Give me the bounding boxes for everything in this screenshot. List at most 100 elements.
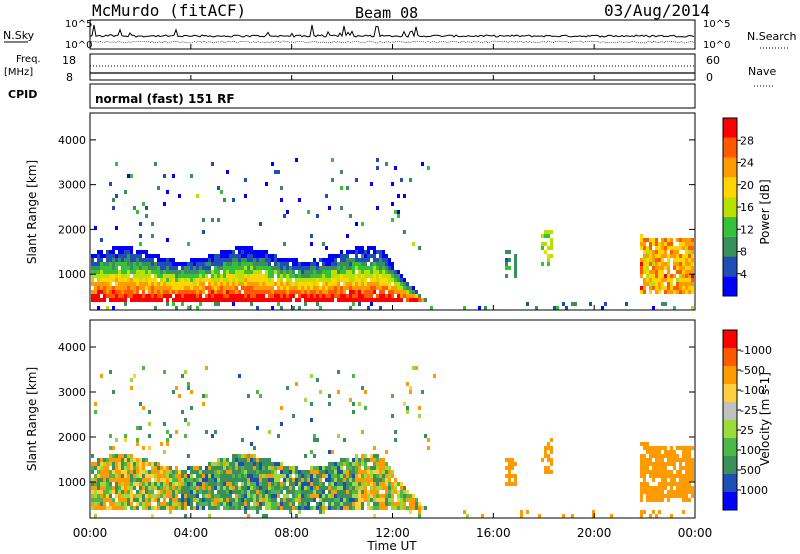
power-cell <box>169 278 172 282</box>
power-cell <box>310 242 313 246</box>
power-cell <box>307 262 310 266</box>
power-cell <box>193 278 196 282</box>
velocity-cell <box>205 494 208 498</box>
velocity-cell <box>268 474 271 478</box>
power-cell <box>322 274 325 278</box>
velocity-cell <box>187 422 190 426</box>
velocity-cell <box>301 470 304 474</box>
velocity-cell <box>316 482 319 486</box>
power-cell <box>265 270 268 274</box>
power-cell <box>109 294 112 298</box>
power-cell <box>655 262 658 266</box>
velocity-cell <box>325 486 328 490</box>
power-cell <box>316 266 319 270</box>
velocity-cell <box>334 478 337 482</box>
power-cell <box>346 262 349 266</box>
power-cell <box>271 282 274 286</box>
velocity-cell <box>508 458 511 462</box>
power-cell <box>172 266 175 270</box>
velocity-cell <box>220 494 223 498</box>
velocity-cell <box>91 506 94 510</box>
power-cell <box>121 298 124 302</box>
velocity-cell <box>226 462 229 466</box>
velocity-cell <box>667 450 670 454</box>
velocity-cell <box>169 502 172 506</box>
power-cell <box>202 278 205 282</box>
power-cell <box>304 294 307 298</box>
power-cell <box>370 290 373 294</box>
velocity-cell <box>391 482 394 486</box>
velocity-cell <box>148 478 151 482</box>
velocity-cell <box>115 470 118 474</box>
power-cell <box>310 234 313 238</box>
power-cell <box>670 282 673 286</box>
velocity-cell <box>166 502 169 506</box>
velocity-cell <box>220 502 223 506</box>
power-cell <box>649 274 652 278</box>
velocity-cell <box>232 474 235 478</box>
power-cell <box>226 282 229 286</box>
velocity-cell <box>640 494 643 498</box>
power-cell <box>361 222 364 226</box>
nave-tick-low: 0 <box>706 71 713 84</box>
velocity-cell <box>379 474 382 478</box>
power-cell <box>220 266 223 270</box>
power-cell <box>355 178 358 182</box>
power-cell <box>103 262 106 266</box>
velocity-cell <box>313 478 316 482</box>
power-cell <box>112 294 115 298</box>
power-cell <box>115 282 118 286</box>
velocity-cell <box>175 478 178 482</box>
power-cell <box>265 274 268 278</box>
power-cell <box>301 270 304 274</box>
power-cell <box>661 254 664 258</box>
power-cell <box>217 282 220 286</box>
power-cell <box>664 262 667 266</box>
velocity-cell <box>334 474 337 478</box>
power-cell <box>268 262 271 266</box>
power-cell <box>286 282 289 286</box>
power-cell <box>127 258 130 262</box>
power-cell <box>148 278 151 282</box>
velocity-cell <box>247 502 250 506</box>
power-cell <box>145 262 148 266</box>
velocity-cell <box>190 494 193 498</box>
power-cell <box>676 282 679 286</box>
power-cell <box>295 286 298 290</box>
velocity-cell <box>169 466 172 470</box>
power-cell <box>217 286 220 290</box>
power-cell <box>286 262 289 266</box>
power-cell <box>106 262 109 266</box>
velocity-cell <box>346 470 349 474</box>
power-cell <box>157 286 160 290</box>
power-cell <box>157 186 160 190</box>
power-cell <box>115 278 118 282</box>
power-cell <box>133 290 136 294</box>
velocity-cell <box>130 462 133 466</box>
velocity-cell <box>514 462 517 466</box>
power-cell <box>346 282 349 286</box>
velocity-cell <box>253 502 256 506</box>
velocity-cell <box>268 466 271 470</box>
power-cell <box>691 306 694 310</box>
velocity-cell <box>658 466 661 470</box>
velocity-cell <box>235 462 238 466</box>
power-cell <box>172 174 175 178</box>
power-cell <box>199 266 202 270</box>
power-cell <box>127 174 130 178</box>
power-cell <box>301 278 304 282</box>
power-cell <box>193 282 196 286</box>
velocity-cell <box>670 446 673 450</box>
power-cell <box>139 274 142 278</box>
velocity-cell <box>253 458 256 462</box>
power-cell <box>322 266 325 270</box>
power-cell <box>190 258 193 262</box>
power-cell <box>646 258 649 262</box>
power-cell <box>232 294 235 298</box>
velocity-cell <box>643 486 646 490</box>
power-cell <box>232 258 235 262</box>
power-cell <box>349 266 352 270</box>
power-cell <box>217 274 220 278</box>
power-cell <box>205 298 208 302</box>
power-cell <box>640 290 643 294</box>
